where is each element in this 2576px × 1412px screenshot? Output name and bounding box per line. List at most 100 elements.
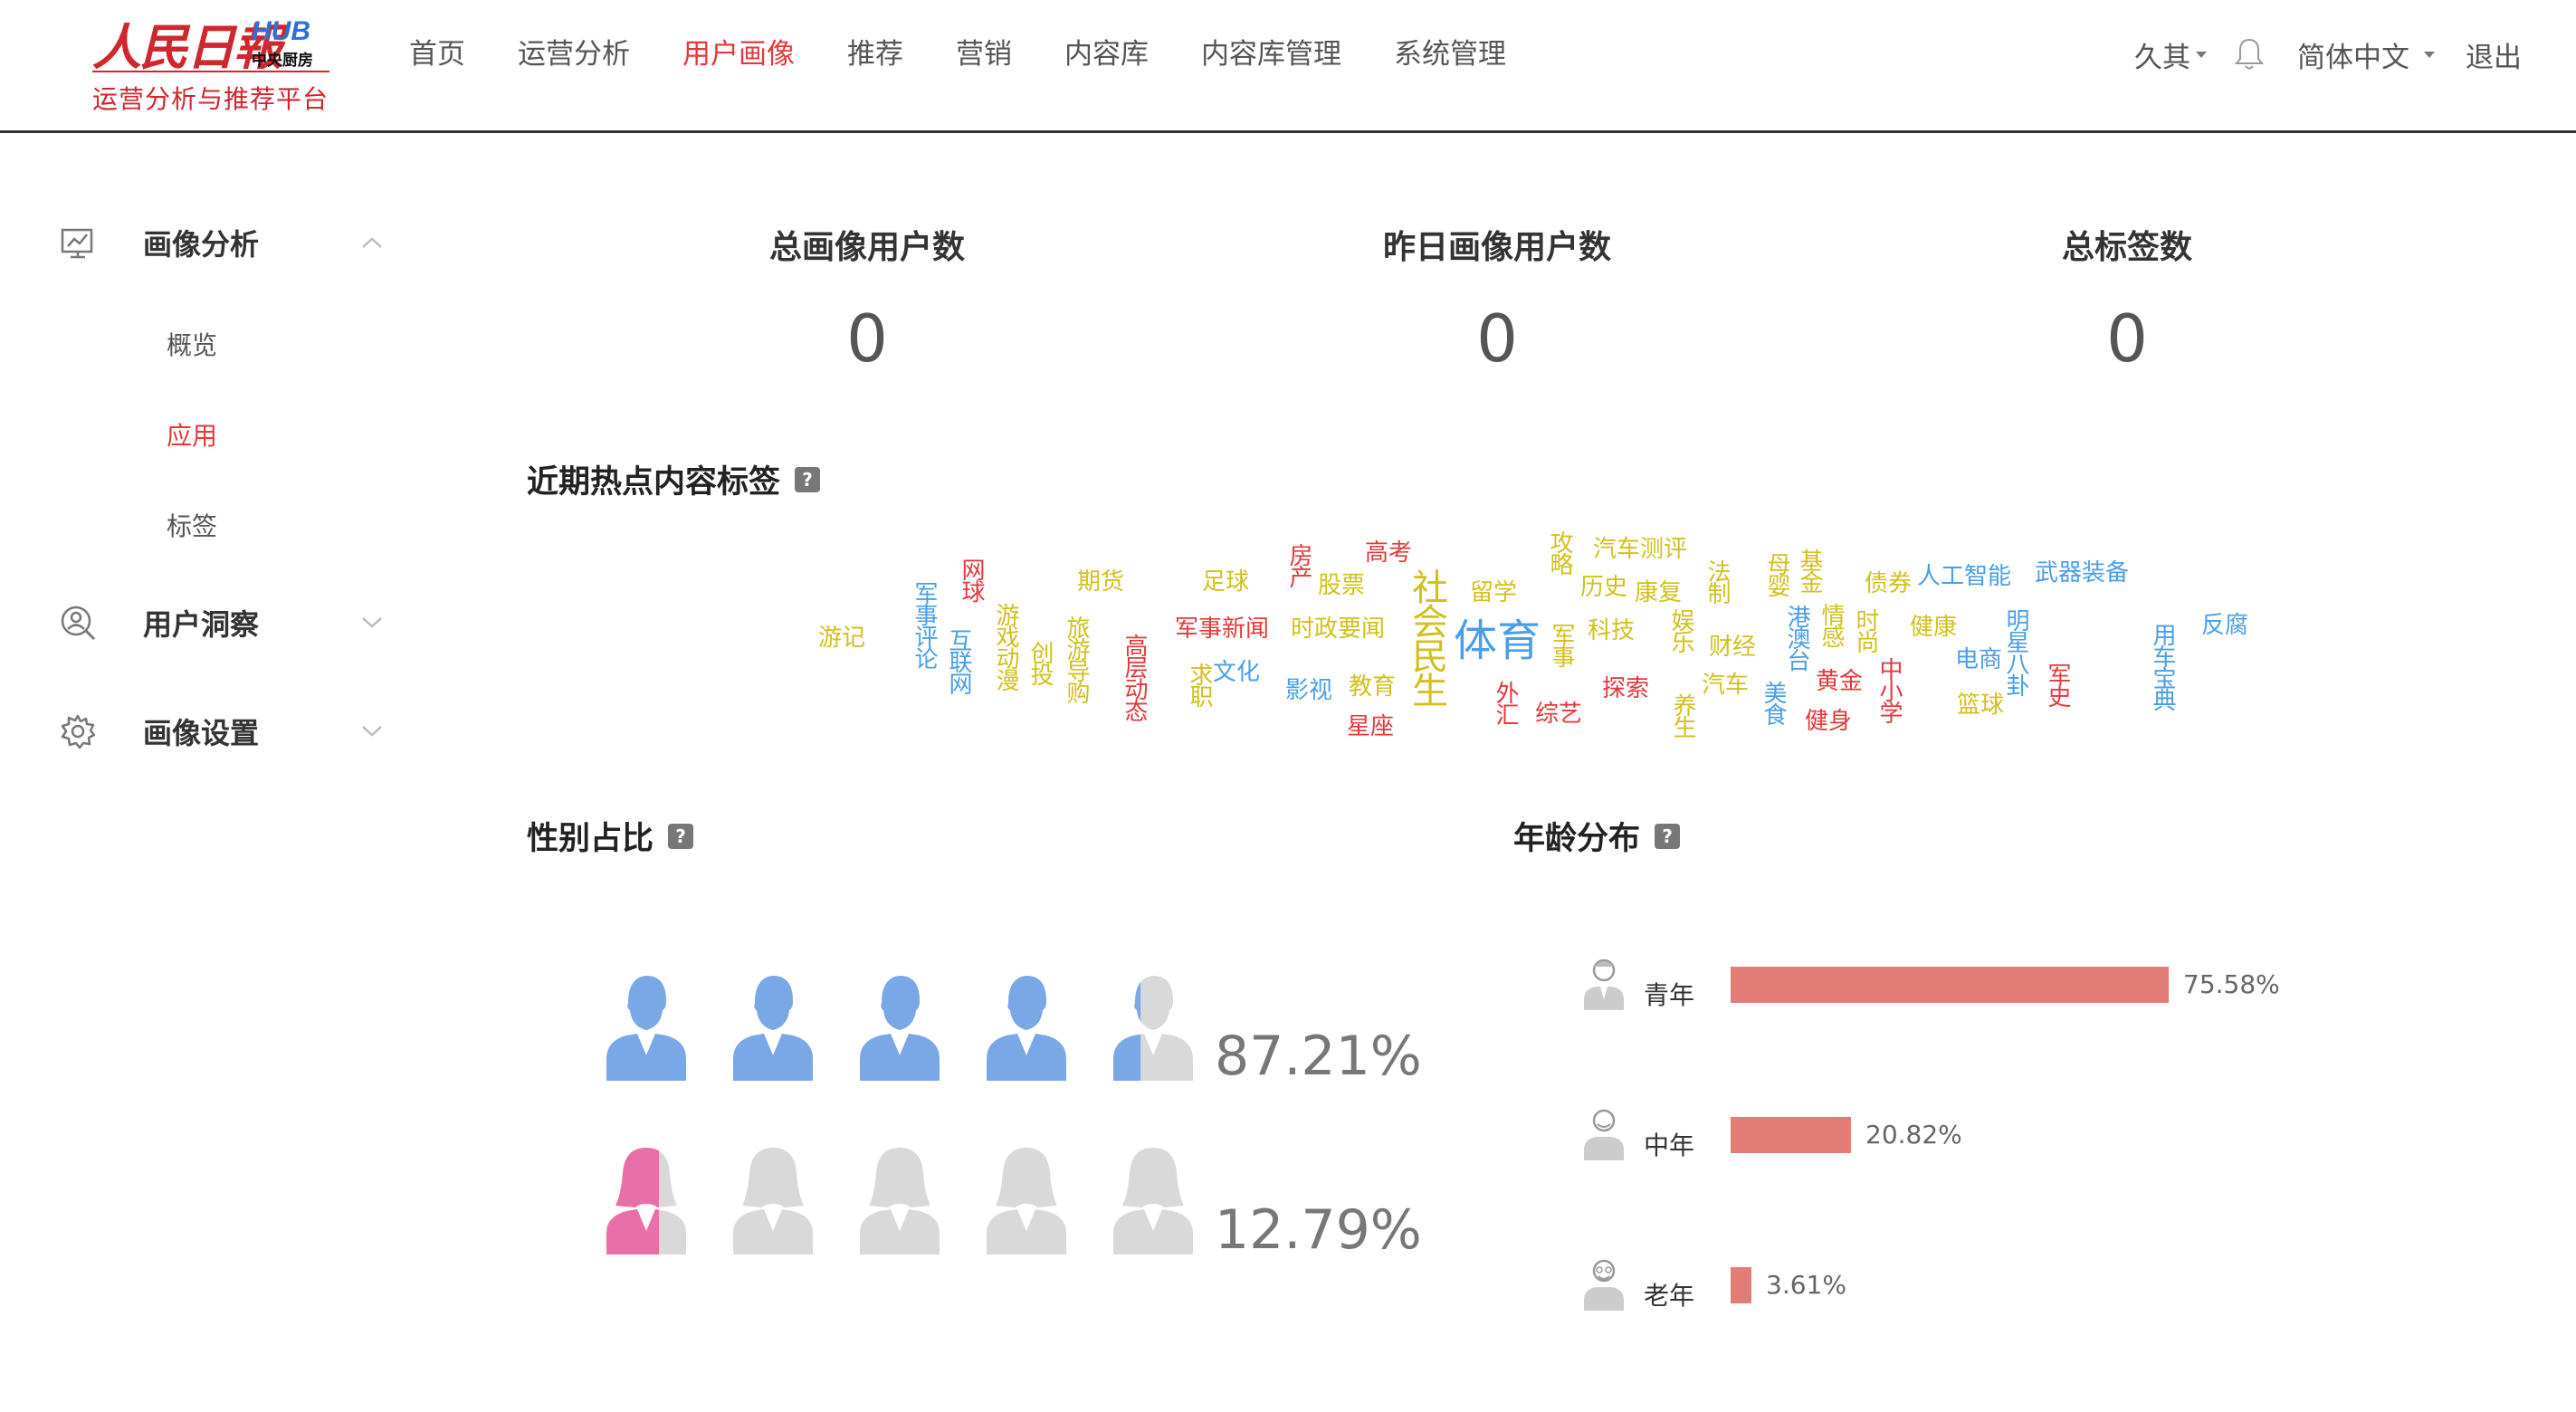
help-icon[interactable]: ? [1655, 823, 1681, 849]
tag-word[interactable]: 情感 [1818, 603, 1845, 646]
hot-tags-word-cloud: 游记 军事评论 网球 互联网 游戏动漫 创投 旅游导购 期货 高层动态 足球 军… [797, 525, 2281, 760]
tag-word[interactable]: 股票 [1318, 572, 1366, 599]
nav-item-marketing[interactable]: 营销 [956, 38, 1012, 71]
female-person-icon [728, 1142, 818, 1256]
tag-word[interactable]: 社会民生 [1406, 568, 1447, 706]
tag-word[interactable]: 军事新闻 [1175, 615, 1270, 643]
tag-word[interactable]: 债券 [1865, 570, 1913, 597]
female-person-icon [601, 1142, 692, 1256]
logout-link[interactable]: 退出 [2466, 41, 2522, 74]
nav-item-home[interactable]: 首页 [409, 38, 465, 71]
tag-word[interactable]: 电商 [1955, 646, 2003, 673]
brand-logo[interactable]: 人民日報 HUB 中央厨房 运营分析与推荐平台 [92, 7, 329, 114]
tag-word[interactable]: 游戏动漫 [992, 603, 1019, 690]
tag-word[interactable]: 足球 [1202, 568, 1250, 596]
help-icon[interactable]: ? [668, 823, 694, 849]
tag-word[interactable]: 高考 [1365, 539, 1413, 567]
tag-word[interactable]: 武器装备 [2035, 559, 2130, 587]
caret-down-icon [2424, 51, 2435, 58]
tag-word[interactable]: 篮球 [1957, 692, 2005, 719]
tag-word[interactable]: 综艺 [1535, 701, 1583, 728]
tag-word[interactable]: 体育 [1454, 615, 1541, 666]
chevron-down-icon [362, 726, 382, 737]
section-title-text: 性别占比 [527, 821, 654, 857]
nav-item-system-management[interactable]: 系统管理 [1394, 38, 1506, 71]
tag-word[interactable]: 养生 [1669, 693, 1696, 737]
brand-subtitle: 运营分析与推荐平台 [92, 84, 329, 114]
language-select[interactable]: 简体中文 [2297, 34, 2435, 75]
tag-word[interactable]: 高层动态 [1121, 634, 1148, 720]
tag-word[interactable]: 汽车 [1702, 672, 1750, 699]
nav-item-recommend[interactable]: 推荐 [847, 38, 903, 71]
tag-word[interactable]: 母婴 [1763, 552, 1790, 596]
tag-word[interactable]: 网球 [958, 558, 985, 601]
age-title: 年龄分布 ? [1513, 813, 1681, 859]
tag-word[interactable]: 历史 [1580, 574, 1628, 601]
tag-word[interactable]: 创投 [1026, 641, 1054, 684]
tag-word[interactable]: 用车宝典 [2149, 623, 2176, 710]
tag-word[interactable]: 求职 [1186, 663, 1213, 706]
tag-word[interactable]: 明星八卦 [2002, 608, 2029, 695]
tag-word[interactable]: 反腐 [2201, 612, 2249, 639]
tag-word[interactable]: 财经 [1709, 634, 1757, 661]
nav-item-user-profile[interactable]: 用户画像 [682, 38, 795, 71]
tag-word[interactable]: 外汇 [1492, 681, 1519, 724]
tag-word[interactable]: 星座 [1347, 713, 1395, 740]
tag-word[interactable]: 期货 [1077, 568, 1125, 596]
tag-word[interactable]: 攻略 [1546, 530, 1573, 574]
tag-word[interactable]: 娱乐 [1667, 608, 1694, 652]
tag-word[interactable]: 旅游导购 [1063, 615, 1090, 702]
age-label: 中年 [1644, 1131, 1695, 1160]
tag-word[interactable]: 汽车测评 [1593, 536, 1688, 563]
tag-word[interactable]: 港澳台 [1783, 605, 1810, 670]
tag-word[interactable]: 基金 [1796, 549, 1823, 592]
sidebar-group-user-insight[interactable]: 用户洞察 [58, 596, 384, 650]
sidebar-item-overview[interactable]: 概览 [167, 330, 218, 360]
tag-word[interactable]: 互联网 [945, 628, 972, 693]
tag-word[interactable]: 留学 [1470, 579, 1518, 606]
sidebar-item-tags[interactable]: 标签 [167, 511, 218, 541]
section-title-text: 年龄分布 [1513, 821, 1641, 857]
user-menu[interactable]: 久其 [2134, 34, 2207, 75]
tag-word[interactable]: 探索 [1602, 675, 1650, 702]
sidebar-group-profile-settings[interactable]: 画像设置 [58, 704, 384, 758]
age-bar [1731, 967, 2169, 1003]
brand-divider [92, 71, 329, 72]
stat-total-tags: 总标签数 0 [1901, 221, 2353, 377]
tag-word[interactable]: 美食 [1760, 681, 1787, 724]
tag-word[interactable]: 康复 [1635, 579, 1683, 606]
tag-word[interactable]: 军事 [1548, 623, 1575, 666]
tag-word[interactable]: 健身 [1805, 708, 1853, 735]
sidebar-group-profile-analysis[interactable]: 画像分析 [58, 215, 384, 270]
bell-icon[interactable] [2234, 36, 2265, 72]
tag-word[interactable]: 影视 [1285, 677, 1333, 704]
tag-word[interactable]: 人工智能 [1917, 563, 2012, 590]
age-bar [1731, 1117, 1851, 1153]
sidebar-item-application[interactable]: 应用 [167, 421, 218, 451]
nav-item-operation-analysis[interactable]: 运营分析 [518, 38, 630, 71]
tag-word[interactable]: 教育 [1349, 673, 1397, 701]
tag-word[interactable]: 文化 [1213, 659, 1261, 686]
tag-word[interactable]: 时尚 [1852, 608, 1879, 652]
help-icon[interactable]: ? [795, 466, 821, 492]
tag-word[interactable]: 时政要闻 [1291, 615, 1386, 643]
tag-word[interactable]: 游记 [818, 625, 866, 652]
top-header: 人民日報 HUB 中央厨房 运营分析与推荐平台 首页 运营分析 用户画像 推荐 … [0, 0, 2576, 133]
tag-word[interactable]: 房产 [1285, 543, 1312, 587]
tag-word[interactable]: 健康 [1910, 614, 1958, 641]
tag-word[interactable]: 军史 [2044, 663, 2071, 706]
age-bar [1731, 1267, 1751, 1303]
male-percentage: 87.21% [1215, 1025, 1422, 1088]
stat-label: 昨日画像用户数 [1382, 229, 1611, 266]
stat-value: 0 [846, 301, 888, 377]
language-label: 简体中文 [2297, 41, 2409, 74]
nav-item-content-library-management[interactable]: 内容库管理 [1201, 38, 1341, 71]
female-person-icon [981, 1142, 1072, 1256]
nav-item-content-library[interactable]: 内容库 [1064, 38, 1149, 71]
tag-word[interactable]: 军事评论 [911, 581, 938, 668]
tag-word[interactable]: 中小学 [1875, 657, 1903, 722]
tag-word[interactable]: 法制 [1703, 559, 1731, 603]
female-person-icon [854, 1142, 945, 1256]
tag-word[interactable]: 黄金 [1816, 668, 1864, 695]
tag-word[interactable]: 科技 [1588, 617, 1636, 644]
